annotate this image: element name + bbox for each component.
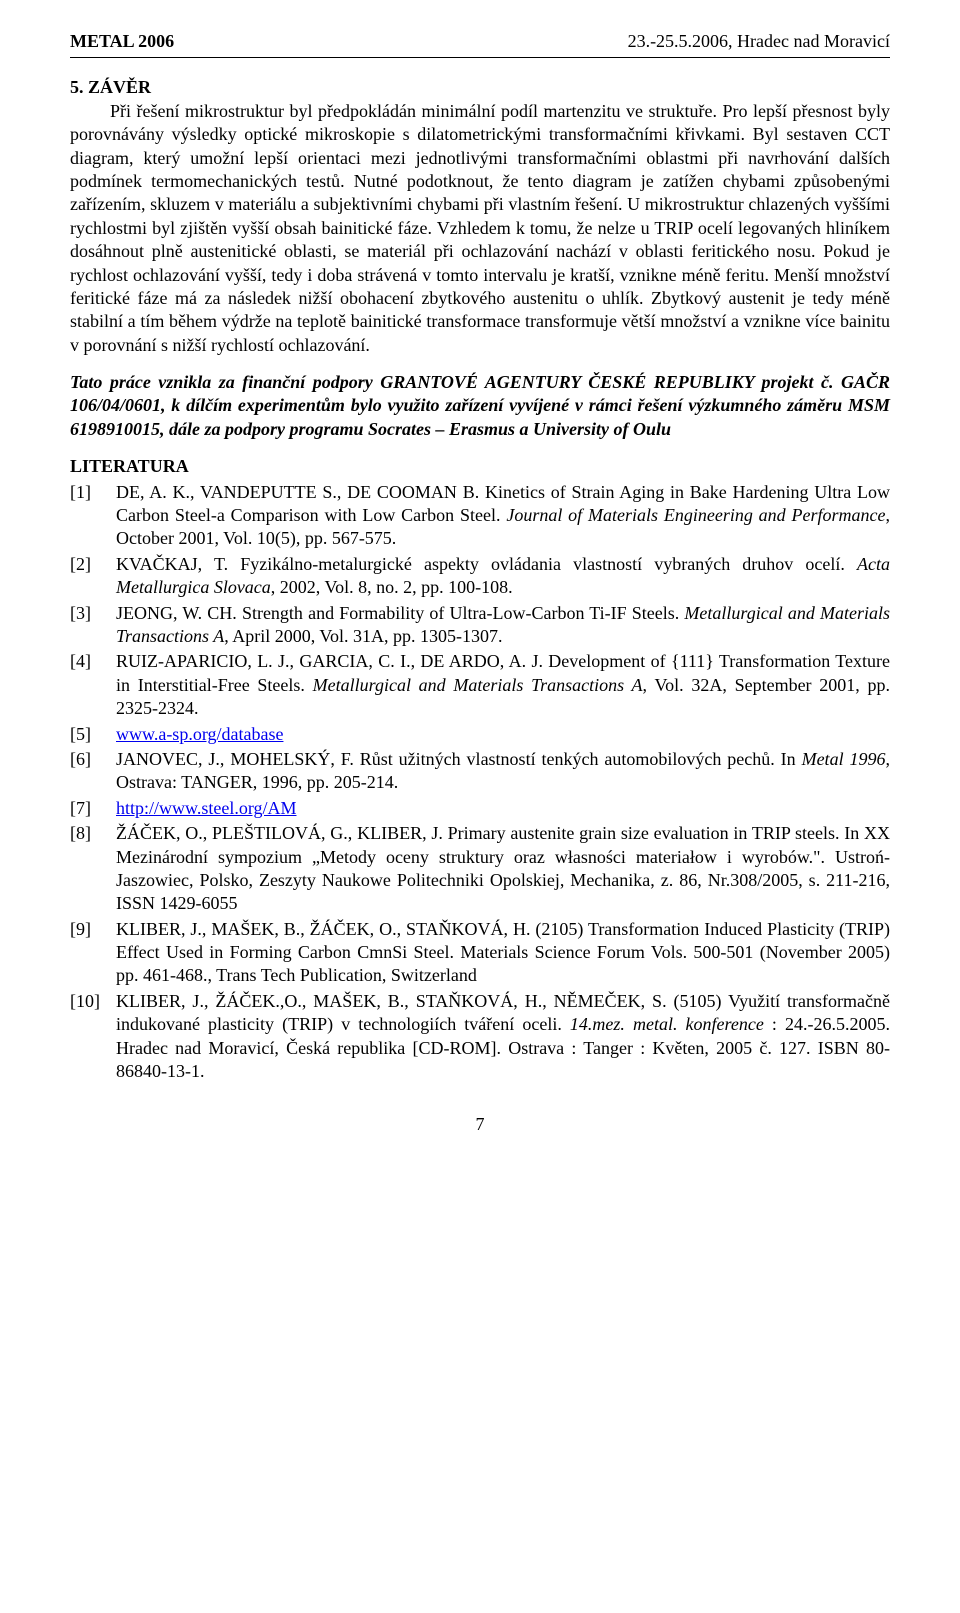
literature-section: LITERATURA [1]DE, A. K., VANDEPUTTE S., … bbox=[70, 455, 890, 1083]
reference-text: KLIBER, J., ŽÁČEK.,O., MAŠEK, B., STAŇKO… bbox=[116, 990, 890, 1084]
section-title: 5. ZÁVĚR bbox=[70, 76, 890, 99]
section-body: Při řešení mikrostruktur byl předpokládá… bbox=[70, 100, 890, 357]
reference-number: [1] bbox=[70, 481, 116, 551]
reference-text: http://www.steel.org/AM bbox=[116, 797, 890, 820]
reference-item: [10]KLIBER, J., ŽÁČEK.,O., MAŠEK, B., ST… bbox=[70, 990, 890, 1084]
reference-text: RUIZ-APARICIO, L. J., GARCIA, C. I., DE … bbox=[116, 650, 890, 720]
reference-text: www.a-sp.org/database bbox=[116, 723, 890, 746]
section-conclusion: 5. ZÁVĚR Při řešení mikrostruktur byl př… bbox=[70, 76, 890, 357]
reference-number: [4] bbox=[70, 650, 116, 720]
reference-number: [3] bbox=[70, 602, 116, 649]
reference-number: [5] bbox=[70, 723, 116, 746]
reference-text: KLIBER, J., MAŠEK, B., ŽÁČEK, O., STAŇKO… bbox=[116, 918, 890, 988]
reference-item: [5]www.a-sp.org/database bbox=[70, 723, 890, 746]
reference-text: JANOVEC, J., MOHELSKÝ, F. Růst užitných … bbox=[116, 748, 890, 795]
reference-text: JEONG, W. CH. Strength and Formability o… bbox=[116, 602, 890, 649]
page-header: METAL 2006 23.-25.5.2006, Hradec nad Mor… bbox=[70, 30, 890, 53]
reference-item: [8]ŽÁČEK, O., PLEŠTILOVÁ, G., KLIBER, J.… bbox=[70, 822, 890, 916]
reference-number: [7] bbox=[70, 797, 116, 820]
reference-number: [8] bbox=[70, 822, 116, 916]
reference-item: [3]JEONG, W. CH. Strength and Formabilit… bbox=[70, 602, 890, 649]
reference-number: [9] bbox=[70, 918, 116, 988]
header-rule bbox=[70, 57, 890, 58]
reference-number: [6] bbox=[70, 748, 116, 795]
reference-item: [2]KVAČKAJ, T. Fyzikálno-metalurgické as… bbox=[70, 553, 890, 600]
reference-item: [9]KLIBER, J., MAŠEK, B., ŽÁČEK, O., STA… bbox=[70, 918, 890, 988]
acknowledgement: Tato práce vznikla za finanční podpory G… bbox=[70, 371, 890, 441]
reference-text: KVAČKAJ, T. Fyzikálno-metalurgické aspek… bbox=[116, 553, 890, 600]
reference-item: [4]RUIZ-APARICIO, L. J., GARCIA, C. I., … bbox=[70, 650, 890, 720]
reference-item: [1]DE, A. K., VANDEPUTTE S., DE COOMAN B… bbox=[70, 481, 890, 551]
header-left: METAL 2006 bbox=[70, 30, 174, 53]
reference-item: [6]JANOVEC, J., MOHELSKÝ, F. Růst užitný… bbox=[70, 748, 890, 795]
page-number: 7 bbox=[70, 1113, 890, 1136]
reference-item: [7]http://www.steel.org/AM bbox=[70, 797, 890, 820]
reference-text: ŽÁČEK, O., PLEŠTILOVÁ, G., KLIBER, J. Pr… bbox=[116, 822, 890, 916]
header-right: 23.-25.5.2006, Hradec nad Moravicí bbox=[628, 30, 890, 53]
reference-text: DE, A. K., VANDEPUTTE S., DE COOMAN B. K… bbox=[116, 481, 890, 551]
literature-title: LITERATURA bbox=[70, 455, 890, 478]
reference-list: [1]DE, A. K., VANDEPUTTE S., DE COOMAN B… bbox=[70, 481, 890, 1084]
reference-number: [10] bbox=[70, 990, 116, 1084]
reference-number: [2] bbox=[70, 553, 116, 600]
